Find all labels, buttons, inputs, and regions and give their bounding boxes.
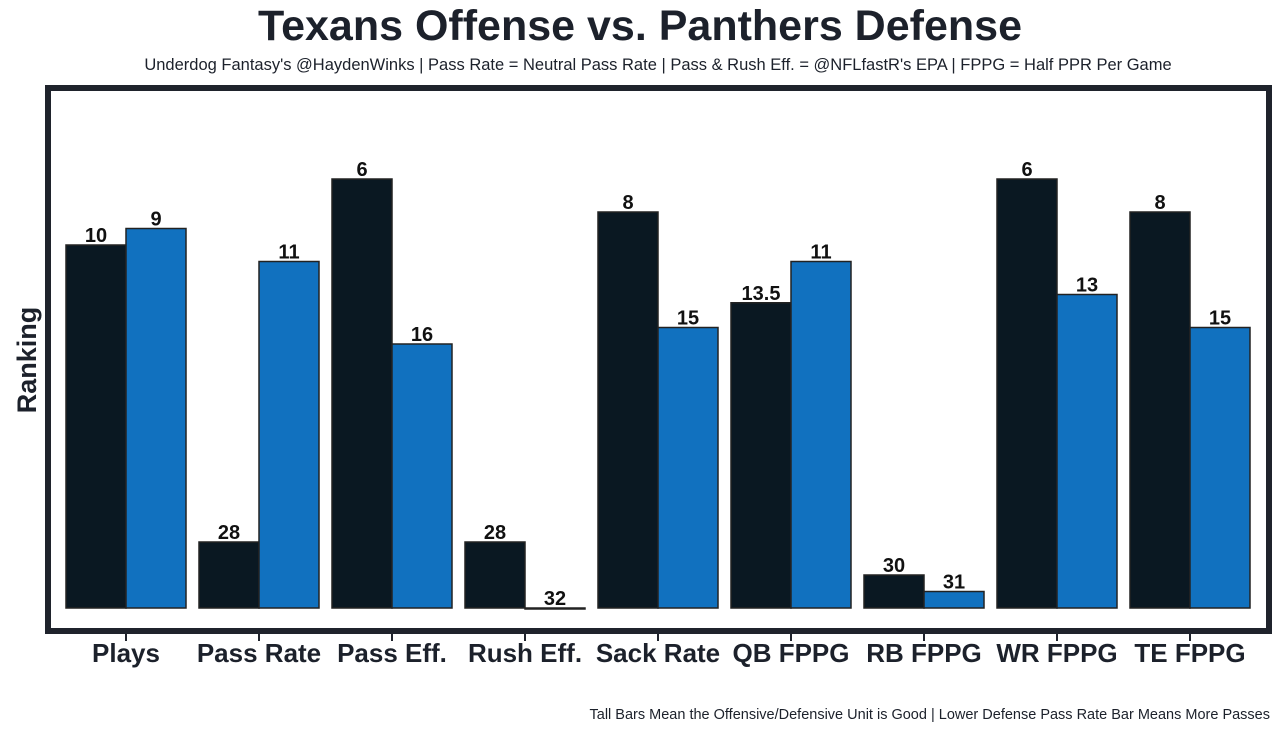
x-tick-labels-group: Plays Pass Rate Pass Eff. Rush Eff. Sack Rat… [92,638,1246,668]
x-ticks-group [125,634,1191,641]
chart-footnote: Tall Bars Mean the Offensive/Defensive U… [589,707,1270,723]
value-label-pass-rate-offense: 28 [218,522,240,544]
bar-pass-rate-defense [258,260,320,609]
value-label-plays-offense: 10 [85,225,107,247]
bar-wr-fppg-defense [1056,293,1118,609]
bar-sack-rate-offense [597,211,659,609]
chart-subtitle: Underdog Fantasy's @HaydenWinks | Pass R… [144,56,1172,74]
x-tick-label-plays: Plays [92,638,160,668]
bar-rush-eff-defense [524,607,586,610]
plot-frame [45,85,1272,634]
value-label-qb-fppg-defense: 11 [810,242,831,264]
x-tick-label-pass-eff: Pass Eff. [337,638,447,668]
value-label-rb-fppg-offense: 30 [883,555,905,577]
x-tick-label-pass-rate: Pass Rate [197,638,321,668]
x-tick-label-qb-fppg: QB FPPG [732,638,849,668]
value-label-qb-fppg-offense: 13.5 [742,283,781,305]
bar-rush-eff-offense [464,541,526,609]
x-tick-label-te-fppg: TE FPPG [1134,638,1245,668]
bar-qb-fppg-defense [790,260,852,609]
bar-qb-fppg-offense [730,302,792,609]
bar-wr-fppg-offense [996,178,1058,609]
value-label-rush-eff-defense: 32 [544,588,566,610]
value-label-wr-fppg-offense: 6 [1021,159,1032,181]
bar-rb-fppg-offense [863,574,925,609]
bars-group [65,178,1251,610]
bar-te-fppg-defense [1189,326,1251,609]
value-label-plays-defense: 9 [150,209,161,231]
bar-rb-fppg-defense [923,590,985,609]
bar-plays-defense [125,227,187,609]
bar-plays-offense [65,244,127,609]
value-label-sack-rate-defense: 15 [677,308,699,330]
value-labels-group: 10 9 28 11 6 16 28 32 8 15 13.5 11 30 31 6 13 8 15 [85,159,1231,610]
value-label-pass-eff-offense: 6 [356,159,367,181]
value-label-sack-rate-offense: 8 [622,192,633,214]
value-label-rb-fppg-defense: 31 [943,572,965,594]
value-label-te-fppg-defense: 15 [1209,308,1231,330]
chart-title: Texans Offense vs. Panthers Defense [258,2,1022,50]
value-label-rush-eff-offense: 28 [484,522,506,544]
x-tick-label-wr-fppg: WR FPPG [996,638,1117,668]
value-label-wr-fppg-defense: 13 [1076,275,1098,297]
value-label-pass-eff-defense: 16 [411,324,433,346]
x-tick-label-rush-eff: Rush Eff. [468,638,582,668]
x-tick-label-sack-rate: Sack Rate [596,638,720,668]
bar-pass-eff-defense [391,343,453,609]
value-label-te-fppg-offense: 8 [1154,192,1165,214]
value-label-pass-rate-defense: 11 [278,242,299,264]
bar-pass-rate-offense [198,541,260,609]
bar-sack-rate-defense [657,326,719,609]
x-tick-label-rb-fppg: RB FPPG [866,638,982,668]
bar-pass-eff-offense [331,178,393,609]
bar-te-fppg-offense [1129,211,1191,609]
